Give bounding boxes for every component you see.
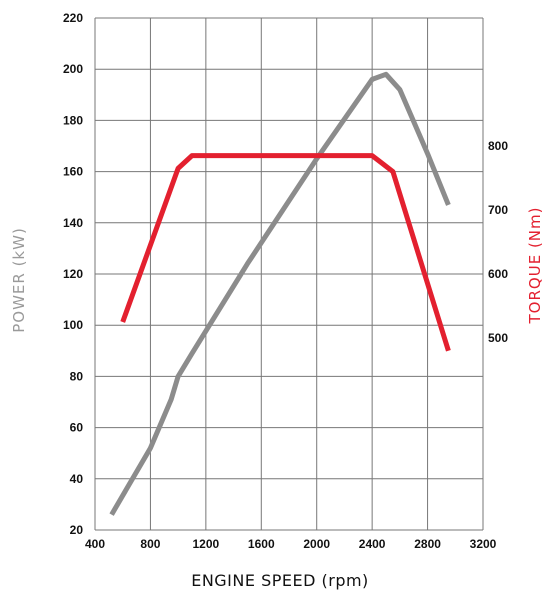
x-tick-label: 2000 bbox=[303, 537, 330, 551]
x-axis-title: ENGINE SPEED (rpm) bbox=[191, 571, 369, 590]
y-left-tick-label: 60 bbox=[70, 421, 84, 435]
y-right-tick-labels: 500 600 700 800 bbox=[488, 139, 508, 345]
x-tick-label: 1200 bbox=[193, 537, 220, 551]
y-left-tick-label: 100 bbox=[63, 318, 83, 332]
y-left-tick-label: 80 bbox=[70, 369, 84, 383]
y-right-tick-label: 500 bbox=[488, 331, 508, 345]
x-tick-labels: 400 800 1200 1600 2000 2400 2800 3200 bbox=[85, 537, 497, 551]
series-group bbox=[109, 71, 451, 516]
x-tick-label: 800 bbox=[140, 537, 160, 551]
x-tick-label: 2400 bbox=[359, 537, 386, 551]
y-left-tick-label: 180 bbox=[63, 113, 83, 127]
y-left-tick-label: 140 bbox=[63, 216, 83, 230]
x-tick-label: 2800 bbox=[414, 537, 441, 551]
y-left-tick-label: 20 bbox=[70, 523, 84, 537]
y-right-tick-label: 800 bbox=[488, 139, 508, 153]
y-left-tick-label: 220 bbox=[63, 11, 83, 25]
y-right-tick-label: 700 bbox=[488, 203, 508, 217]
x-tick-label: 3200 bbox=[470, 537, 497, 551]
y-left-tick-label: 160 bbox=[63, 165, 83, 179]
x-tick-label: 400 bbox=[85, 537, 105, 551]
y-left-tick-label: 200 bbox=[63, 62, 83, 76]
y-left-tick-label: 120 bbox=[63, 267, 83, 281]
torque-series-line bbox=[120, 153, 451, 352]
y-right-axis-title: TORQUE (Nm) bbox=[526, 207, 544, 325]
y-right-tick-label: 600 bbox=[488, 267, 508, 281]
y-left-axis-title: POWER (kW) bbox=[10, 227, 28, 333]
x-tick-label: 1600 bbox=[248, 537, 275, 551]
power-series-line bbox=[109, 71, 451, 516]
y-left-tick-labels: 20 40 60 80 100 120 140 160 180 200 220 bbox=[63, 11, 83, 537]
y-left-tick-label: 40 bbox=[70, 472, 84, 486]
